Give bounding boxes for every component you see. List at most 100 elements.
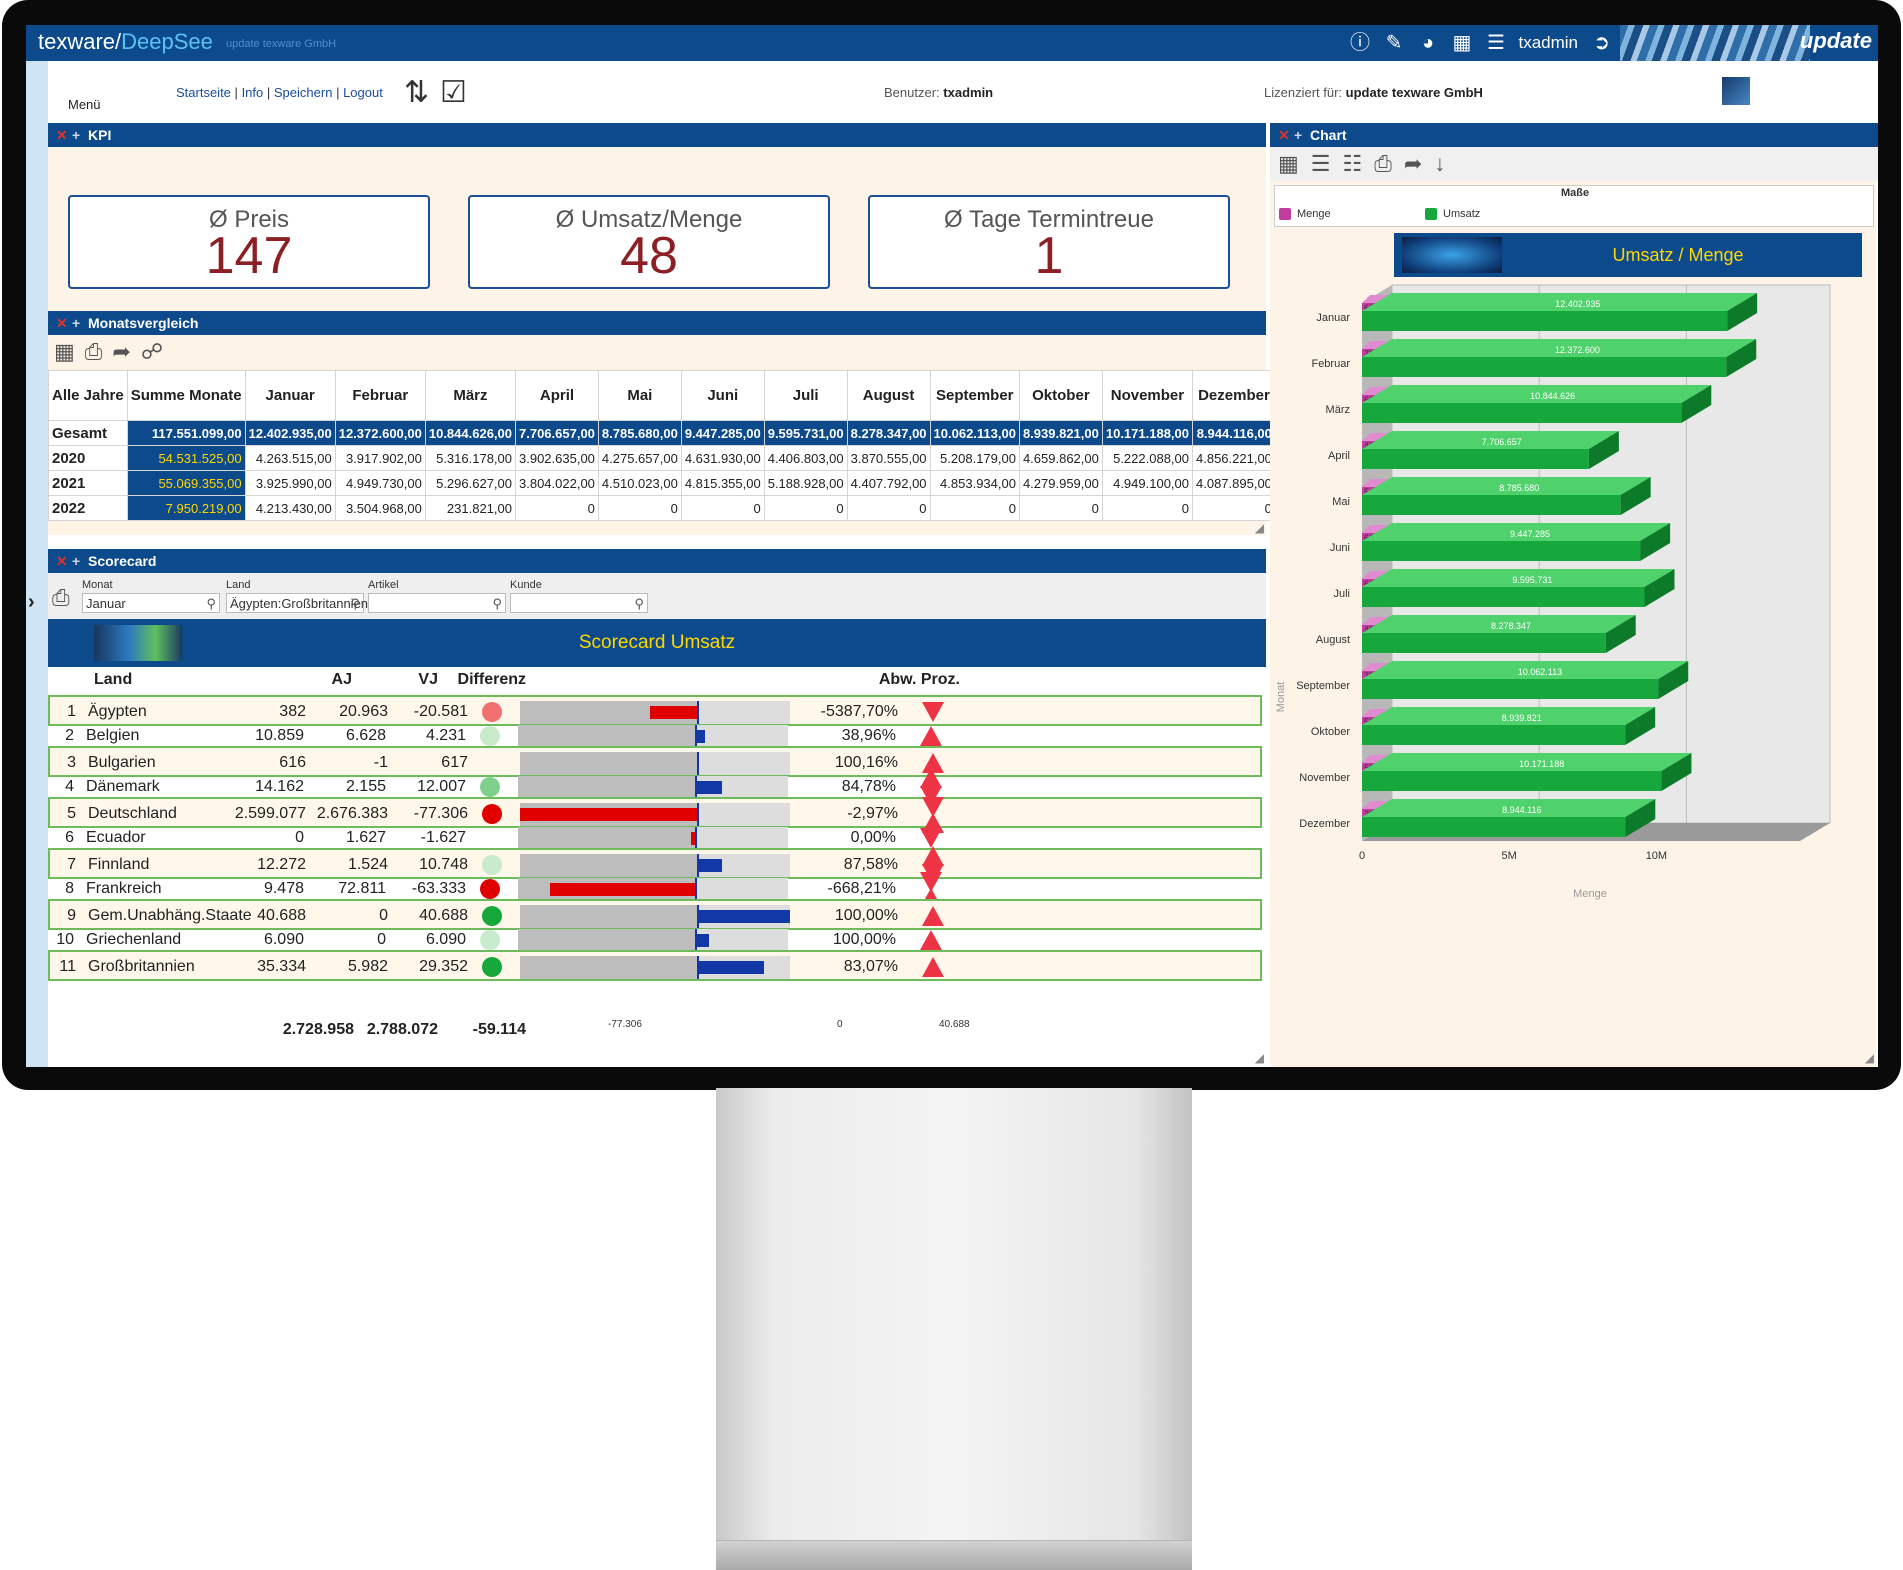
search-icon[interactable]: ⚲ <box>206 596 216 611</box>
month-header[interactable]: April <box>515 370 599 421</box>
table-row[interactable]: 2 Belgien 10.859 6.628 4.231 38,96% <box>48 721 1262 752</box>
month-header[interactable]: Juni <box>680 370 765 421</box>
calculator-icon[interactable]: ▦ <box>1278 151 1299 176</box>
left-strip <box>26 61 48 1067</box>
expand-icon[interactable]: + <box>72 127 81 143</box>
search-icon[interactable]: ⚲ <box>350 596 360 611</box>
logout-icon[interactable]: ➲ <box>1593 32 1610 54</box>
menu-label[interactable]: Menü <box>68 97 101 112</box>
row-label[interactable]: 2022 <box>48 495 128 521</box>
scorecard-title: Scorecard <box>88 553 157 569</box>
col-header-differenz[interactable]: Differenz <box>457 671 526 688</box>
resize-handle-icon[interactable]: ◢ <box>1254 1051 1264 1065</box>
row-sum: 117.551.099,00 <box>126 420 246 446</box>
pie-chart-icon[interactable]: ◕ <box>1421 32 1435 54</box>
row-number: 6 <box>65 828 74 846</box>
table-cell: 4.853.934,00 <box>929 470 1020 496</box>
col-header-vj[interactable]: VJ <box>418 671 438 688</box>
hierarchy-icon[interactable]: ☷ <box>1342 151 1363 176</box>
month-header[interactable]: Juli <box>763 370 848 421</box>
expand-icon[interactable]: + <box>1294 127 1303 143</box>
print-icon[interactable]: ⎙ <box>52 585 70 610</box>
scorecard-panel-title: ✕ + Scorecard <box>48 549 1266 573</box>
notes-icon[interactable]: ✎ <box>1385 32 1403 54</box>
row-label[interactable]: 2020 <box>48 445 128 471</box>
link-info[interactable]: Info <box>241 85 264 100</box>
col-header-aj[interactable]: AJ <box>331 671 352 688</box>
search-icon[interactable]: ⚲ <box>634 596 644 611</box>
row-label[interactable]: 2021 <box>48 470 128 496</box>
bar-background <box>695 928 788 952</box>
table-row[interactable]: 4 Dänemark 14.162 2.155 12.007 84,78% <box>48 767 1262 806</box>
month-header[interactable]: Januar <box>244 370 336 421</box>
monatsvergleich-table: Alle Jahre Summe Monate Januar Februar Mär… <box>48 370 1276 521</box>
table-row[interactable]: 11 Großbritannien 35.334 5.982 29.352 83,07% <box>48 950 1262 981</box>
month-header[interactable]: Mai <box>597 370 682 421</box>
hamburger-menu-icon[interactable]: ☰ <box>1487 32 1505 54</box>
row-vj: 1.524 <box>347 856 388 873</box>
link-speichern[interactable]: Speichern <box>273 85 333 100</box>
link-logout[interactable]: Logout <box>343 85 383 100</box>
corner-header-sum[interactable]: Summe Monate <box>126 370 246 421</box>
month-header[interactable]: Oktober <box>1018 370 1103 421</box>
link-startseite[interactable]: Startseite <box>176 85 231 100</box>
resize-handle-icon[interactable]: ◢ <box>1254 521 1264 535</box>
table-row[interactable]: 10 Griechenland 6.090 0 6.090 100,00% <box>48 925 1262 956</box>
filter-input-artikel[interactable]: ⚲ <box>368 593 506 613</box>
table-row[interactable]: 1 Ägypten 382 20.963 -20.581 -5387,70% <box>48 695 1262 726</box>
row-differenz: 29.352 <box>419 958 468 975</box>
calculator-icon[interactable]: ▦ <box>54 339 75 364</box>
expand-icon[interactable]: + <box>72 553 81 569</box>
expand-icon[interactable]: + <box>72 315 81 331</box>
legend-item-umsatz[interactable]: Umsatz <box>1425 208 1480 221</box>
corner-header-years[interactable]: Alle Jahre <box>48 370 128 421</box>
settings-thumbnail-icon[interactable] <box>1722 77 1750 105</box>
table-row[interactable]: 7 Finnland 12.272 1.524 10.748 87,58% <box>48 846 1262 884</box>
monatsvergleich-panel-title: ✕ + Monatsvergleich <box>48 311 1266 335</box>
month-header[interactable]: August <box>846 370 931 421</box>
row-differenz: 617 <box>441 754 468 771</box>
print-icon[interactable]: ⎙ <box>84 339 103 364</box>
month-header[interactable]: November <box>1101 370 1194 421</box>
month-header[interactable]: Februar <box>334 370 426 421</box>
month-header[interactable]: Dezember <box>1192 370 1276 421</box>
checklist-icon[interactable]: ☑ <box>440 76 467 109</box>
table-row[interactable]: 8 Frankreich 9.478 72.811 -63.333 -668,21% <box>48 871 1262 908</box>
alert-icon[interactable]: ⓘ <box>1350 32 1370 54</box>
export-icon[interactable]: ➦ <box>112 339 131 364</box>
expand-arrow-icon[interactable]: › <box>28 591 35 613</box>
filter-input-land[interactable]: Ägypten:Großbritannien ⚲ <box>226 593 368 613</box>
row-label[interactable]: Gesamt <box>48 420 128 446</box>
umsatz-bar <box>1362 679 1659 699</box>
binoculars-icon[interactable]: ☍ <box>140 339 164 364</box>
col-header-land[interactable]: Land <box>94 671 133 688</box>
zero-line <box>695 826 697 850</box>
list-icon[interactable]: ☰ <box>1310 151 1331 176</box>
kpi-label: Ø Tage Termintreue <box>944 206 1154 233</box>
close-icon[interactable]: ✕ <box>56 553 68 569</box>
month-header[interactable]: September <box>929 370 1020 421</box>
search-icon[interactable]: ⚲ <box>492 596 502 611</box>
legend-item-menge[interactable]: Menge <box>1279 208 1331 221</box>
month-header[interactable]: März <box>424 370 517 421</box>
compare-icon[interactable]: ⇅ <box>404 76 430 109</box>
print-icon[interactable]: ⎙ <box>1374 151 1392 176</box>
close-icon[interactable]: ✕ <box>1278 127 1290 143</box>
close-icon[interactable]: ✕ <box>56 127 68 143</box>
umsatz-bar-top <box>1362 385 1712 403</box>
download-icon[interactable]: ↓ <box>1434 151 1446 176</box>
status-light-icon <box>480 828 500 848</box>
calculator-icon[interactable]: ▦ <box>1452 32 1472 54</box>
resize-handle-icon[interactable]: ◢ <box>1864 1051 1874 1065</box>
header-image-collage <box>1620 25 1810 61</box>
table-row[interactable]: 6 Ecuador 0 1.627 -1.627 0,00% <box>48 823 1262 854</box>
close-icon[interactable]: ✕ <box>56 315 68 331</box>
export-icon[interactable]: ➦ <box>1403 151 1423 176</box>
filter-input-kunde[interactable]: ⚲ <box>510 593 648 613</box>
status-light-icon <box>482 906 502 926</box>
row-abw: 100,16% <box>834 754 898 771</box>
col-header-abw[interactable]: Abw. Proz. <box>878 671 960 688</box>
filter-input-monat[interactable]: Januar ⚲ <box>82 593 220 613</box>
row-vj: 1.627 <box>345 828 386 846</box>
